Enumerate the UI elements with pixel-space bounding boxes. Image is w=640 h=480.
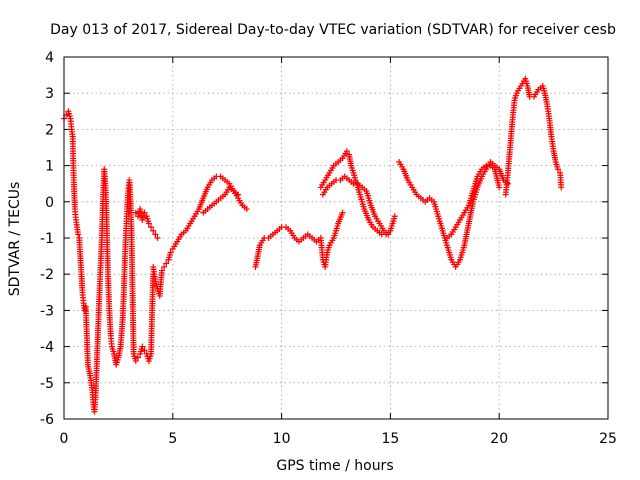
data-point [132,358,139,365]
data-point [152,231,159,238]
y-tick-label: 4 [45,50,54,66]
y-tick-label: -6 [40,412,54,428]
data-point [132,209,139,216]
x-tick-label: 15 [381,431,399,447]
data-point [141,347,148,354]
x-tick-label: 20 [490,431,508,447]
y-tick-label: 2 [45,122,54,138]
data-point [148,224,155,231]
y-tick-label: 3 [45,86,54,102]
x-tick-label: 25 [599,431,617,447]
data-point [141,209,148,216]
data-point [235,191,242,198]
y-tick-label: 0 [45,195,54,211]
data-point [385,231,392,238]
data-point [339,209,346,216]
y-axis-label: SDTVAR / TECUs [7,182,23,297]
data-point [145,220,152,227]
x-tick-label: 0 [60,431,69,447]
data-point [496,184,503,191]
y-tick-label: 1 [45,159,54,175]
x-axis-label: GPS time / hours [276,458,393,474]
data-point [134,354,141,361]
y-tick-label: -2 [40,267,54,283]
data-point [558,184,565,191]
data-points [61,75,565,415]
data-point [75,231,82,238]
chart-title: Day 013 of 2017, Sidereal Day-to-day VTE… [50,22,616,38]
data-point [150,227,157,234]
data-point [343,148,350,155]
data-point [161,263,168,270]
data-point [81,307,88,314]
data-point [554,166,561,173]
y-tick-label: -4 [40,340,54,356]
data-point [391,213,398,220]
y-tick-label: -1 [40,231,54,247]
x-tick-label: 10 [273,431,291,447]
y-tick-label: -3 [40,303,54,319]
data-point [158,267,165,274]
data-point [167,249,174,256]
data-point [154,235,161,241]
axis-ticks: 0 5 10 15 20 25 -6 -5 -4 -3 -2 -1 0 1 2 3 4 [40,50,617,447]
data-point [139,343,146,350]
data-point [504,180,511,187]
y-tick-label: -5 [40,376,54,392]
plot-frame [63,56,609,420]
data-point [243,206,250,213]
data-point [163,260,170,267]
x-tick-label: 5 [168,431,177,447]
